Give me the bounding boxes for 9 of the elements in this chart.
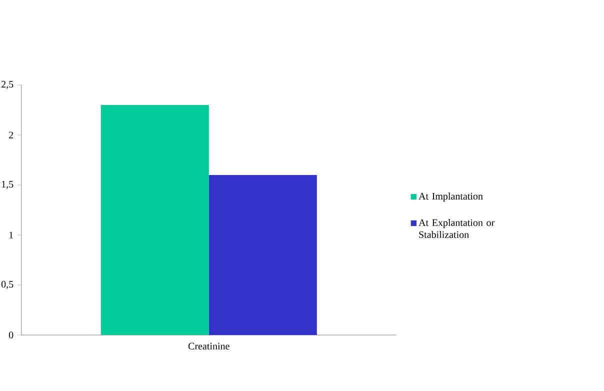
y-tick-label: 1 xyxy=(9,232,13,238)
y-tick-label: 0,5 xyxy=(1,280,14,290)
y-tick-label: 0 xyxy=(8,332,14,338)
legend-label: At Explantation or Stabilization xyxy=(418,218,495,238)
x-tick-label: Creatinine xyxy=(188,342,230,350)
y-tick-label: 1,5 xyxy=(2,180,14,190)
y-tick-label: 2 xyxy=(9,132,14,138)
y-tick-label: 2,5 xyxy=(2,80,14,90)
legend-label: At Implantation xyxy=(418,192,483,202)
